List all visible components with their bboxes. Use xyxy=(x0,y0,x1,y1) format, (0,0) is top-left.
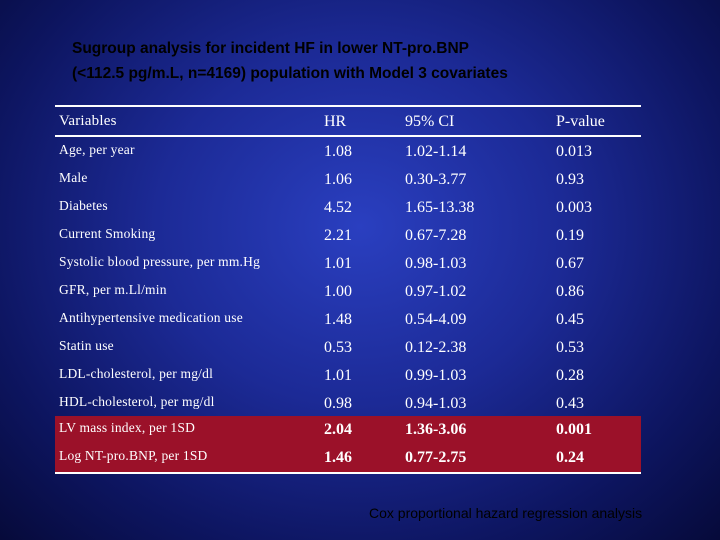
p-value-cell: 0.24 xyxy=(556,449,584,466)
variable-name: Log NT-pro.BNP, xyxy=(59,448,158,463)
variable-cell: LV mass index, per 1SD xyxy=(59,420,195,436)
p-value-cell: 0.45 xyxy=(556,311,584,328)
header-variables: Variables xyxy=(59,113,117,129)
variable-cell: Diabetes xyxy=(59,198,108,214)
p-value-cell: 0.67 xyxy=(556,255,584,272)
table-row: Current Smoking 2.21 0.67-7.28 0.19 xyxy=(55,222,641,250)
variable-unit: per 1SD xyxy=(157,448,208,463)
variable-unit: per m.Ll/min xyxy=(89,282,167,297)
hr-cell: 1.48 xyxy=(324,311,352,328)
ci-cell: 0.94-1.03 xyxy=(405,395,467,412)
variable-cell: Current Smoking xyxy=(59,226,155,242)
hr-cell: 2.21 xyxy=(324,227,352,244)
variable-name: GFR, xyxy=(59,282,90,297)
variable-cell: Antihypertensive medication use xyxy=(59,310,243,326)
variable-cell: Statin use xyxy=(59,338,114,354)
variable-name: Statin use xyxy=(59,338,114,353)
p-value-cell: 0.93 xyxy=(556,171,584,188)
hr-cell: 0.98 xyxy=(324,395,352,412)
header-ci: 95% CI xyxy=(405,113,455,130)
ci-cell: 0.67-7.28 xyxy=(405,227,467,244)
title-line-1: Sugroup analysis for incident HF in lowe… xyxy=(72,40,470,57)
ci-cell: 0.98-1.03 xyxy=(405,255,467,272)
footnote: Cox proportional hazard regression analy… xyxy=(369,505,643,521)
table-row: Diabetes 4.52 1.65-13.38 0.003 xyxy=(55,194,641,222)
table-header-row: Variables HR 95% CI P-value xyxy=(55,109,641,137)
variable-cell: Age, per year xyxy=(59,142,135,158)
variable-cell: Male xyxy=(59,170,88,186)
p-value-cell: 0.19 xyxy=(556,227,584,244)
table-top-rule xyxy=(55,105,641,107)
variable-unit: per mg/dl xyxy=(157,394,215,409)
variable-name: Male xyxy=(59,170,88,185)
header-p-value: P-value xyxy=(556,113,605,130)
table-header-rule xyxy=(55,135,641,137)
ci-cell: 0.54-4.09 xyxy=(405,311,467,328)
variable-cell: LDL-cholesterol, per mg/dl xyxy=(59,366,213,382)
variable-name: Diabetes xyxy=(59,198,108,213)
ci-cell: 1.36-3.06 xyxy=(405,421,467,438)
title-line-2: (<112.5 pg/m.L, n=4169) population with … xyxy=(72,65,508,82)
hr-cell: 1.06 xyxy=(324,171,352,188)
variable-unit: per 1SD xyxy=(145,420,196,435)
table-row: LV mass index, per 1SD 2.04 1.36-3.06 0.001 xyxy=(55,416,641,444)
ci-cell: 0.30-3.77 xyxy=(405,171,467,188)
ci-cell: 1.02-1.14 xyxy=(405,143,467,160)
table-row: Statin use 0.53 0.12-2.38 0.53 xyxy=(55,334,641,362)
ci-cell: 1.65-13.38 xyxy=(405,199,475,216)
variable-name: Age, xyxy=(59,142,86,157)
variable-cell: Log NT-pro.BNP, per 1SD xyxy=(59,448,208,464)
variable-cell: Systolic blood pressure, per mm.Hg xyxy=(59,254,260,270)
p-value-cell: 0.001 xyxy=(556,421,592,438)
variable-name: LV mass index, xyxy=(59,420,146,435)
hr-cell: 2.04 xyxy=(324,421,352,438)
table-row: Male 1.06 0.30-3.77 0.93 xyxy=(55,166,641,194)
hr-cell: 4.52 xyxy=(324,199,352,216)
variable-unit: per mm.Hg xyxy=(193,254,261,269)
ci-cell: 0.12-2.38 xyxy=(405,339,467,356)
table-row: Age, per year 1.08 1.02-1.14 0.013 xyxy=(55,138,641,166)
ci-cell: 0.97-1.02 xyxy=(405,283,467,300)
ci-cell: 0.99-1.03 xyxy=(405,367,467,384)
p-value-cell: 0.013 xyxy=(556,143,592,160)
slide-title: Sugroup analysis for incident HF in lowe… xyxy=(72,36,672,86)
table-row: HDL-cholesterol, per mg/dl 0.98 0.94-1.03 0… xyxy=(55,390,641,418)
p-value-cell: 0.003 xyxy=(556,199,592,216)
hr-cell: 1.01 xyxy=(324,255,352,272)
variable-cell: HDL-cholesterol, per mg/dl xyxy=(59,394,215,410)
hr-cell: 1.08 xyxy=(324,143,352,160)
table-row: GFR, per m.Ll/min 1.00 0.97-1.02 0.86 xyxy=(55,278,641,306)
hr-cell: 1.00 xyxy=(324,283,352,300)
p-value-cell: 0.28 xyxy=(556,367,584,384)
table-row: Log NT-pro.BNP, per 1SD 1.46 0.77-2.75 0.24 xyxy=(55,444,641,472)
p-value-cell: 0.43 xyxy=(556,395,584,412)
hr-cell: 1.01 xyxy=(324,367,352,384)
variable-cell: GFR, per m.Ll/min xyxy=(59,282,167,298)
variable-unit: per year xyxy=(85,142,135,157)
hr-cell: 0.53 xyxy=(324,339,352,356)
p-value-cell: 0.53 xyxy=(556,339,584,356)
variable-name: Antihypertensive medication use xyxy=(59,310,243,325)
hr-cell: 1.46 xyxy=(324,449,352,466)
table-row: Systolic blood pressure, per mm.Hg 1.01 0.… xyxy=(55,250,641,278)
table-row: Antihypertensive medication use 1.48 0.54-… xyxy=(55,306,641,334)
table-row: LDL-cholesterol, per mg/dl 1.01 0.99-1.03 0… xyxy=(55,362,641,390)
table-bottom-rule xyxy=(55,472,641,474)
header-hr: HR xyxy=(324,113,347,130)
variable-name: HDL-cholesterol, xyxy=(59,394,158,409)
variable-unit: per mg/dl xyxy=(155,366,214,381)
ci-cell: 0.77-2.75 xyxy=(405,449,467,466)
p-value-cell: 0.86 xyxy=(556,283,584,300)
variable-name: Current Smoking xyxy=(59,226,156,241)
variable-name: Systolic blood pressure, xyxy=(59,254,194,269)
variable-name: LDL-cholesterol, xyxy=(59,366,156,381)
